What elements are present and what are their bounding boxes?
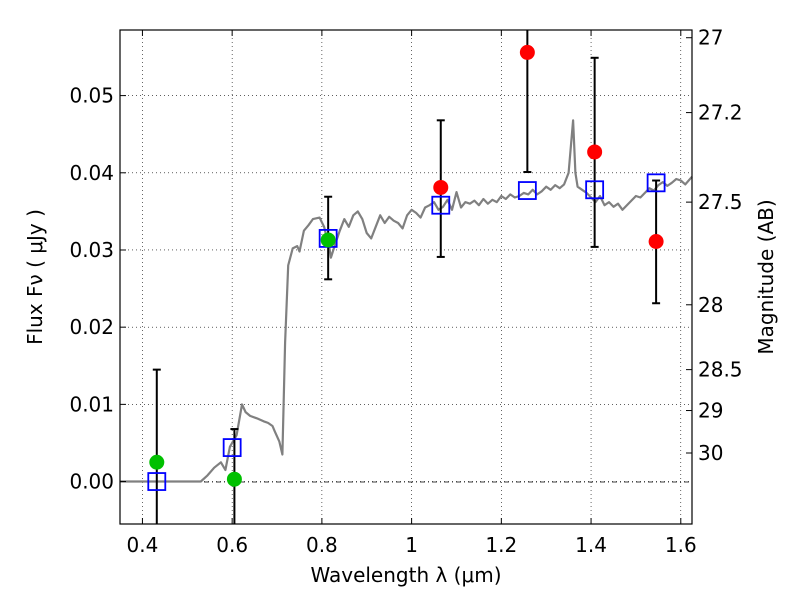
x-tick-label: 1.4 xyxy=(575,533,607,557)
green-point xyxy=(320,232,336,248)
blue-square-marker xyxy=(147,472,167,491)
blue-square-marker xyxy=(585,180,605,200)
right-tick-label: 28.5 xyxy=(698,358,743,382)
plot-frame xyxy=(119,29,693,525)
x-tick-label: 1.6 xyxy=(665,533,697,557)
blue-square-marker xyxy=(431,195,451,215)
right-tick-label: 29 xyxy=(698,399,723,423)
right-tick-label: 27.5 xyxy=(698,190,743,214)
y-tick-label: 0.04 xyxy=(69,161,114,185)
x-tick-label: 1.2 xyxy=(485,533,517,557)
y-tick-label: 0.01 xyxy=(69,392,114,416)
y-axis-right-title: Magnitude (AB) xyxy=(754,199,778,354)
x-tick-label: 0.8 xyxy=(306,533,338,557)
y-tick-label: 0.03 xyxy=(69,238,114,262)
right-tick-label: 28 xyxy=(698,293,723,317)
x-tick-label: 1 xyxy=(405,533,418,557)
x-axis-title: Wavelength λ (μm) xyxy=(310,563,501,587)
blue-square-marker xyxy=(517,181,537,200)
y-axis-right: 27 27.2 27.5 28 28.5 29 30 xyxy=(686,26,743,465)
red-point xyxy=(433,179,449,195)
x-tick-label: 0.6 xyxy=(216,533,248,557)
y-tick-label: 0.05 xyxy=(69,84,114,108)
red-point xyxy=(648,233,664,249)
model-spectrum-line xyxy=(120,119,693,483)
red-point xyxy=(519,44,535,60)
right-tick-label: 27 xyxy=(698,26,723,50)
green-point xyxy=(149,454,165,470)
plot-area xyxy=(120,30,693,524)
y-tick-label: 0.02 xyxy=(69,315,114,339)
x-axis: 0.4 0.6 0.8 1 1.2 1.4 1.6 xyxy=(127,30,697,557)
right-tick-label: 30 xyxy=(698,441,723,465)
red-point xyxy=(587,144,603,160)
y-axis-left: 0.00 0.01 0.02 0.03 0.04 0.05 xyxy=(69,84,126,494)
green-point xyxy=(226,471,242,487)
right-tick-label: 27.2 xyxy=(698,101,743,125)
grid-lines xyxy=(120,30,692,524)
x-tick-label: 0.4 xyxy=(127,533,159,557)
y-tick-label: 0.00 xyxy=(69,470,114,494)
y-axis-left-title: Flux Fν ( μJy ) xyxy=(23,209,47,345)
blue-square-marker xyxy=(222,438,242,457)
blue-square-marker xyxy=(646,173,666,193)
